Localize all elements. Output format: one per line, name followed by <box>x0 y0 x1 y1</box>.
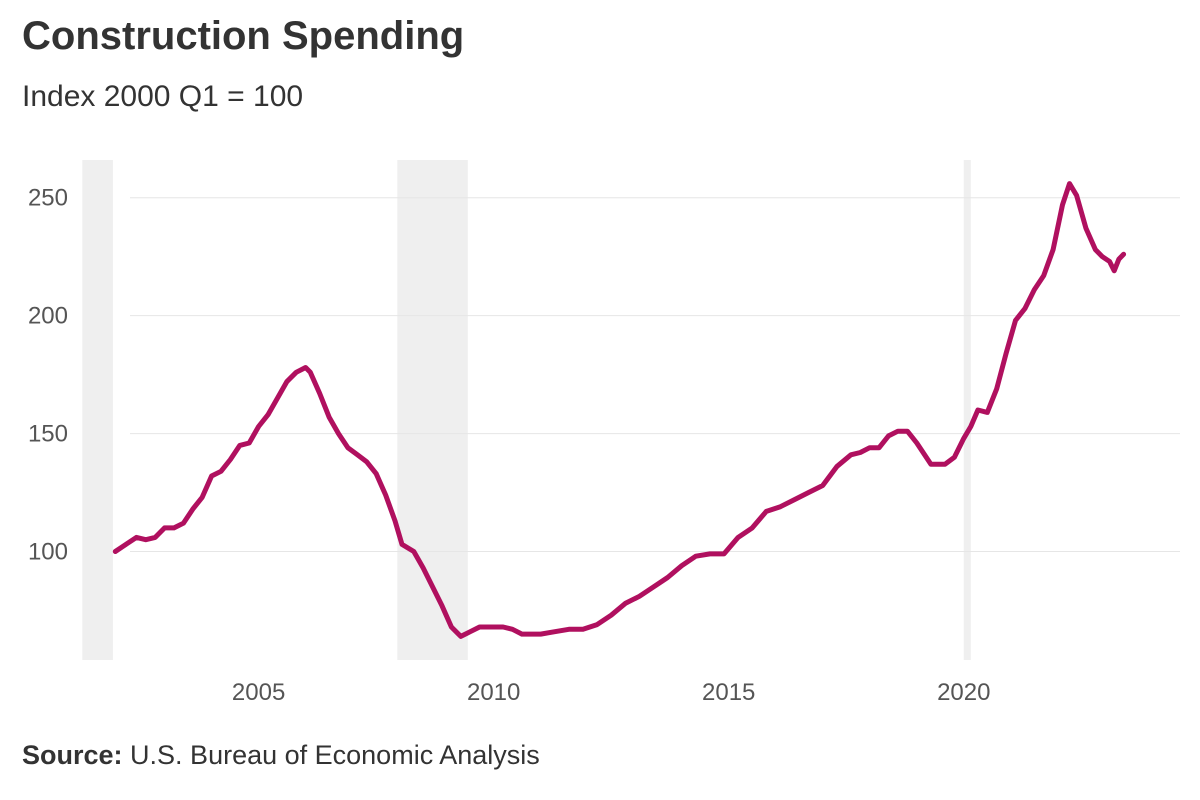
recession-bands <box>82 160 971 660</box>
y-tick-label-250: 250 <box>28 185 68 212</box>
x-tick-label-2020: 2020 <box>937 679 990 706</box>
gridlines <box>130 197 1180 553</box>
source-text: U.S. Bureau of Economic Analysis <box>130 740 540 770</box>
series-line <box>112 181 1127 639</box>
x-tick-label-2015: 2015 <box>702 679 755 706</box>
source-note: Source: U.S. Bureau of Economic Analysis <box>22 740 540 771</box>
chart-subtitle: Index 2000 Q1 = 100 <box>22 80 304 113</box>
recession-band-2 <box>397 160 468 660</box>
recession-band-3 <box>963 160 971 660</box>
y-tick-label-100: 100 <box>28 539 68 566</box>
x-axis-ticks: 2005 2010 2015 2020 <box>232 679 991 706</box>
y-tick-label-150: 150 <box>28 421 68 448</box>
y-axis-ticks: 100 150 200 250 <box>28 185 68 566</box>
y-tick-label-200: 200 <box>28 303 68 330</box>
chart-title: Construction Spending <box>22 14 465 58</box>
x-tick-label-2005: 2005 <box>232 679 285 706</box>
source-label: Source: <box>22 740 123 770</box>
x-tick-label-2010: 2010 <box>467 679 520 706</box>
recession-band-1 <box>82 160 113 660</box>
